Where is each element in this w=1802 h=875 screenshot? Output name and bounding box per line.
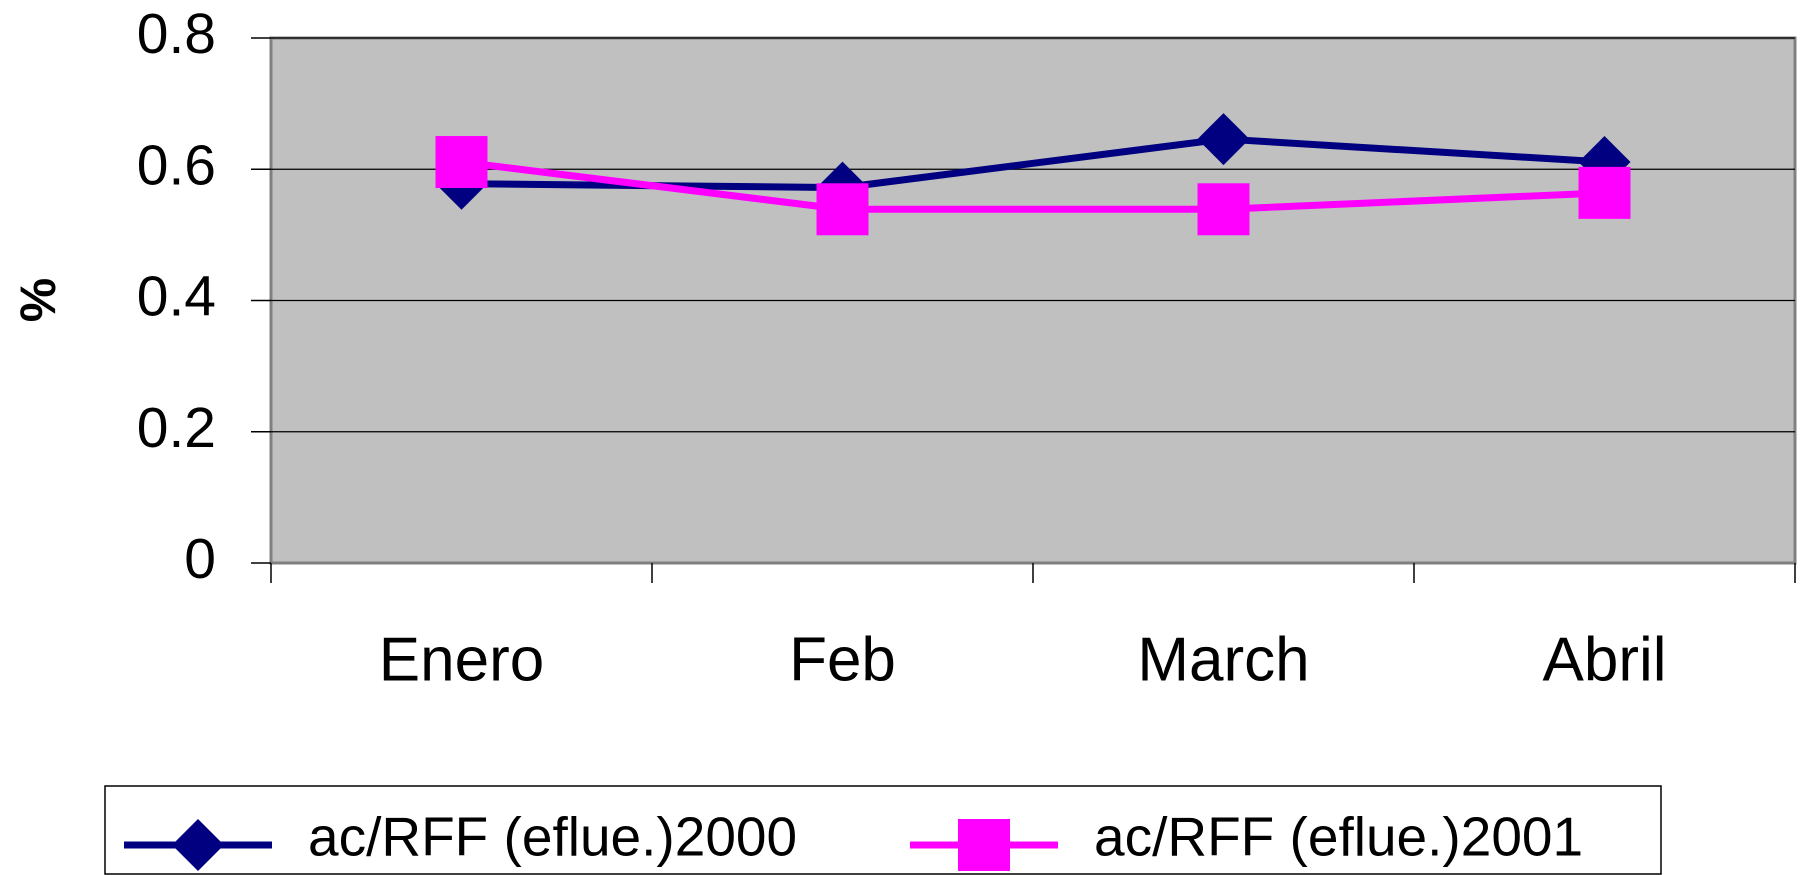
y-tick-label: 0.6 [137, 133, 216, 197]
y-axis-label: % [10, 278, 66, 322]
legend-label: ac/RFF (eflue.)2001 [1094, 806, 1583, 868]
y-tick-label: 0.2 [137, 396, 216, 460]
y-tick-label: 0 [184, 527, 216, 591]
data-point [1578, 166, 1631, 219]
x-tick-label: Abril [1542, 625, 1666, 694]
data-point [1197, 183, 1250, 236]
legend [104, 785, 1662, 875]
legend-label: ac/RFF (eflue.)2000 [308, 806, 797, 868]
y-tick-label: 0.4 [137, 265, 216, 329]
legend-marker [172, 819, 224, 871]
legend-marker [958, 819, 1010, 871]
data-point [435, 136, 488, 189]
y-tick-label: 0.8 [137, 2, 216, 66]
x-tick-label: Enero [379, 625, 544, 694]
series-line [461, 158, 1605, 213]
data-point [1197, 113, 1250, 166]
x-tick-label: March [1137, 625, 1309, 694]
x-tick-label: Feb [789, 625, 896, 694]
data-point [816, 183, 869, 236]
